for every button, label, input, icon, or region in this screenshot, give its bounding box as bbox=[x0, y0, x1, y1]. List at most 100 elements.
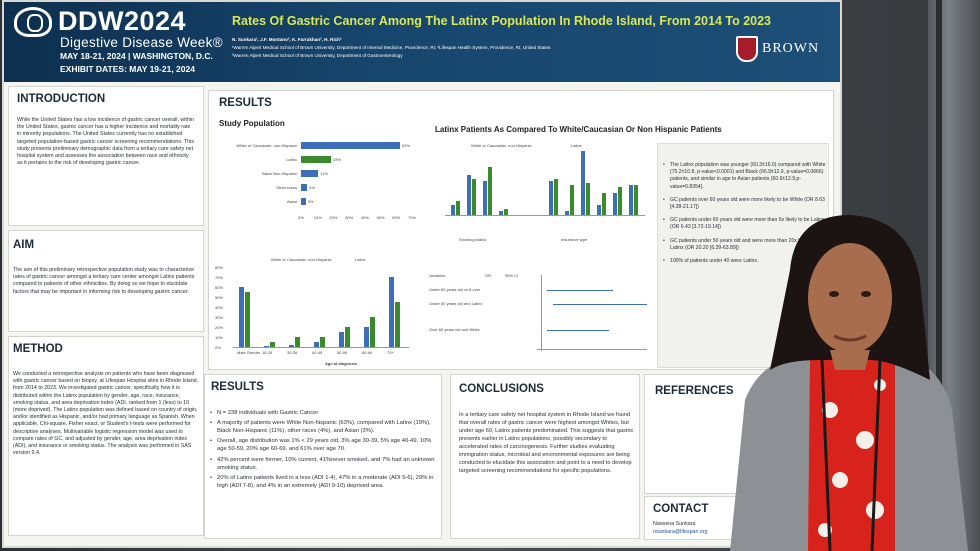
comparison-group-smoking: Smoking status bbox=[459, 237, 487, 242]
pop-xtick: 60% bbox=[392, 215, 401, 220]
age-category-label: Male Gender bbox=[237, 350, 261, 355]
pop-category-label: Asian bbox=[286, 199, 297, 204]
comparison-bar bbox=[467, 175, 471, 215]
aim-box: AIM The aim of this preliminary retrospe… bbox=[8, 230, 204, 332]
pop-xtick: 20% bbox=[329, 215, 338, 220]
age-bar bbox=[320, 337, 325, 347]
comparison-bar bbox=[581, 151, 585, 215]
age-bar bbox=[370, 317, 375, 347]
results-bottom-title: RESULTS bbox=[211, 381, 264, 393]
comparison-bar bbox=[597, 205, 601, 215]
pop-bar bbox=[301, 170, 319, 177]
forest-ci-line bbox=[547, 290, 613, 291]
pop-value-label: 3% bbox=[307, 199, 314, 204]
comparison-bar bbox=[602, 193, 606, 215]
contact-title: CONTACT bbox=[653, 503, 709, 515]
comparison-group-insurance: Insurance type bbox=[561, 237, 588, 242]
pop-xtick: 70% bbox=[408, 215, 417, 220]
age-legend-white: White or Caucasian, non-Hispanic bbox=[271, 257, 332, 262]
age-ytick: 70% bbox=[215, 275, 224, 280]
pop-category-label: Latinx bbox=[286, 157, 297, 162]
forest-ci-line bbox=[547, 330, 609, 331]
forest-axis bbox=[537, 349, 647, 350]
age-bar bbox=[270, 342, 275, 347]
comparison-bar bbox=[613, 193, 617, 215]
age-bar bbox=[264, 346, 269, 347]
finding-item: 100% of patients under 40 were Latinx. bbox=[662, 258, 826, 265]
ddw-subtitle: Digestive Disease Week® bbox=[60, 35, 223, 50]
authors-affil-1: ¹Warren Alpert Medical School of Brown U… bbox=[232, 45, 551, 50]
conclusions-title: CONCLUSIONS bbox=[459, 383, 544, 395]
pop-category-label: Other races bbox=[276, 185, 297, 190]
comparison-bar bbox=[586, 183, 590, 215]
dates-line-2: EXHIBIT DATES: MAY 19-21, 2024 bbox=[60, 64, 195, 74]
finding-item: GC patients under 50 years old and were … bbox=[662, 238, 826, 252]
method-title: METHOD bbox=[13, 343, 63, 355]
result-item: 42% percent were former, 10% current, 41… bbox=[209, 456, 437, 472]
stand-edge bbox=[936, 0, 942, 551]
conference-dates: MAY 18-21, 2024 | WASHINGTON, D.C. EXHIB… bbox=[60, 50, 213, 76]
authors-affil-2: ³Warren Alpert Medical School of Brown U… bbox=[232, 53, 403, 58]
comparison-bar bbox=[488, 167, 492, 215]
forest-row: Under 60 years old vs 8 over bbox=[429, 287, 481, 292]
comparison-chart: White or Caucasian, non-Hispanic Latinx … bbox=[431, 143, 651, 243]
age-ytick: 60% bbox=[215, 285, 224, 290]
pop-xtick: 0% bbox=[298, 215, 304, 220]
dates-line-1: MAY 18-21, 2024 | WASHINGTON, D.C. bbox=[60, 51, 213, 61]
ddw-logo: DDW2024 bbox=[14, 6, 186, 37]
ddw-brand: DDW2024 bbox=[58, 6, 187, 36]
comparison-bar bbox=[472, 179, 476, 215]
age-xlabel: Age at diagnosis bbox=[325, 361, 358, 366]
pop-bar bbox=[301, 142, 400, 149]
aim-title: AIM bbox=[13, 239, 35, 251]
brown-shield-icon bbox=[736, 36, 758, 62]
age-bar bbox=[289, 345, 294, 347]
forest-header-or: OR bbox=[485, 273, 491, 278]
pop-xtick: 40% bbox=[360, 215, 369, 220]
age-ytick: 30% bbox=[215, 315, 224, 320]
forest-ci-line bbox=[553, 304, 647, 305]
introduction-text: While the United States has a low incide… bbox=[17, 117, 194, 167]
forest-plot: Variables OR 95% CI Under 60 years old v… bbox=[429, 261, 649, 361]
age-ytick: 80% bbox=[215, 265, 224, 270]
authors: N. Sunkara¹, J.F. Montano², K. Farrakhan… bbox=[232, 36, 712, 60]
age-category-label: 60-69 bbox=[362, 350, 373, 355]
age-category-label: 50-59 bbox=[337, 350, 348, 355]
results-list: N = 238 individuals with Gastric Cancer … bbox=[209, 409, 437, 492]
introduction-box: INTRODUCTION While the United States has… bbox=[8, 86, 204, 226]
results-summary-box: RESULTS N = 238 individuals with Gastric… bbox=[204, 374, 442, 539]
comparison-bar bbox=[451, 205, 455, 215]
age-bar bbox=[389, 277, 394, 347]
comparison-bar bbox=[456, 201, 460, 215]
age-ytick: 40% bbox=[215, 305, 224, 310]
pop-bar bbox=[301, 198, 306, 205]
pop-xtick: 50% bbox=[376, 215, 385, 220]
pop-value-label: 4% bbox=[309, 185, 316, 190]
population-chart: White or Caucasian, non-Hispanic 63% Latin… bbox=[219, 137, 419, 227]
conclusions-text: In a tertiary care safety net hospital s… bbox=[459, 412, 634, 474]
conclusions-box: CONCLUSIONS In a tertiary care safety ne… bbox=[450, 374, 640, 539]
age-category-label: 18-29 bbox=[262, 350, 273, 355]
result-item: Overall, age distribution was 1% < 29 ye… bbox=[209, 437, 437, 453]
contact-name: Naveena Sunkara bbox=[653, 521, 696, 527]
forest-row: Under 50 years old and Latinx bbox=[429, 301, 483, 306]
age-category-label: 70+ bbox=[387, 350, 394, 355]
age-ytick: 20% bbox=[215, 325, 224, 330]
pop-value-label: 11% bbox=[320, 171, 328, 176]
pop-xtick: 30% bbox=[345, 215, 354, 220]
authors-names: N. Sunkara¹, J.F. Montano², K. Farrakhan… bbox=[232, 37, 342, 42]
age-ytick: 0% bbox=[215, 345, 221, 350]
forest-row: Over 60 years old and White bbox=[429, 327, 480, 332]
age-bar bbox=[314, 342, 319, 347]
finding-item: GC patients over 60 years old were more … bbox=[662, 197, 826, 211]
age-bar bbox=[339, 332, 344, 347]
contact-email: nsunkara@lifespan.org bbox=[653, 529, 708, 535]
comparison-legend-latinx: Latinx bbox=[571, 143, 582, 148]
comparison-bar bbox=[565, 211, 569, 215]
pop-bar bbox=[301, 156, 331, 163]
method-text: We conducted a retrospective analysis on… bbox=[13, 371, 199, 457]
forest-header-ci: 95% CI bbox=[505, 273, 519, 278]
age-category-label: 30-39 bbox=[287, 350, 298, 355]
comparison-bar bbox=[629, 185, 633, 215]
introduction-title: INTRODUCTION bbox=[17, 93, 106, 105]
